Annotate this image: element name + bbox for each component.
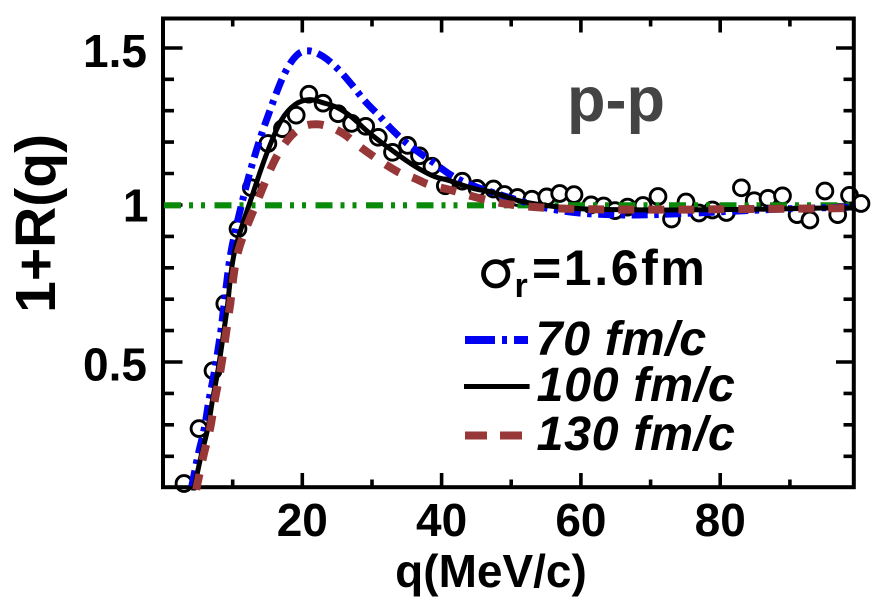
svg-text:80: 80 <box>695 494 746 546</box>
svg-text:20: 20 <box>277 494 328 546</box>
svg-text:1.5: 1.5 <box>83 25 147 77</box>
svg-text:p-p: p-p <box>567 65 665 135</box>
svg-text:r: r <box>515 267 528 305</box>
svg-text:40: 40 <box>416 494 467 546</box>
svg-text:70 fm/c: 70 fm/c <box>536 312 707 366</box>
svg-text:1+R(q): 1+R(q) <box>4 134 68 313</box>
svg-text:=1.6fm: =1.6fm <box>532 240 707 296</box>
svg-text:1: 1 <box>123 180 149 232</box>
svg-text:130 fm/c: 130 fm/c <box>537 407 736 461</box>
svg-text:60: 60 <box>555 494 606 546</box>
svg-text:0.5: 0.5 <box>83 339 147 391</box>
svg-text:100 fm/c: 100 fm/c <box>537 358 736 412</box>
svg-text:q(MeV/c): q(MeV/c) <box>395 545 587 597</box>
